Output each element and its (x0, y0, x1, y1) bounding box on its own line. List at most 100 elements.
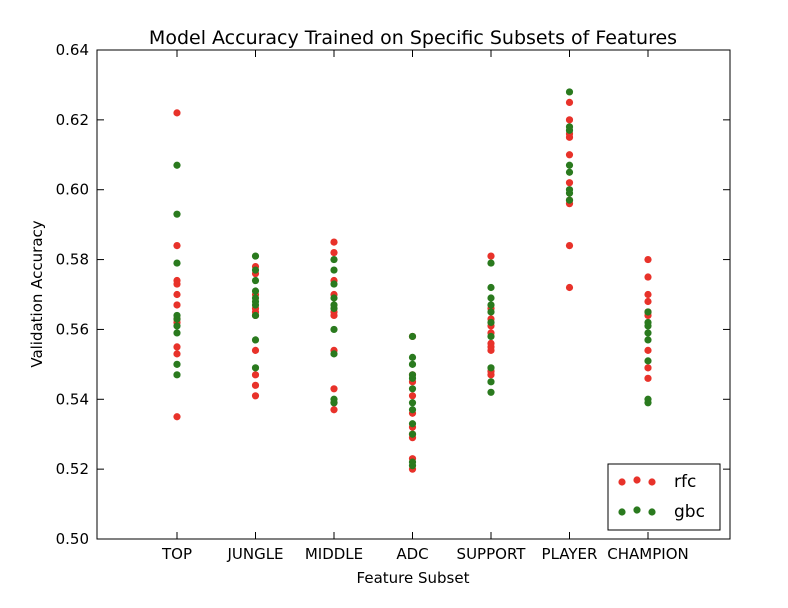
plot-frame (96, 49, 731, 540)
legend-label-gbc: gbc (674, 502, 705, 522)
gbc-point (487, 259, 495, 267)
rfc-point (565, 283, 574, 292)
gbc-point (330, 255, 338, 264)
gbc-point (251, 364, 260, 372)
gbc-point (251, 301, 260, 309)
y-tick-label: 0.60 (56, 181, 89, 199)
rfc-point (173, 350, 181, 358)
gbc-point (644, 357, 652, 365)
gbc-point (173, 322, 181, 330)
rfc-point (644, 364, 652, 372)
legend-marker-rfc (618, 478, 626, 486)
rfc-point (565, 98, 574, 106)
gbc-point (487, 294, 495, 302)
rfc-point (408, 392, 417, 400)
rfc-point (644, 255, 652, 264)
x-tick-label: TOP (161, 545, 192, 563)
rfc-point (173, 280, 181, 288)
rfc-point (330, 311, 338, 320)
legend: rfc gbc (607, 463, 721, 531)
gbc-point (408, 360, 417, 368)
rfc-point (330, 385, 338, 393)
x-tick-label: MIDDLE (305, 545, 363, 563)
rfc-point (487, 346, 495, 354)
gbc-point (487, 318, 495, 327)
plot-area: 0.50 0.52 0.54 0.56 0.58 0.60 0.62 0.64 TOP JUNGL… (56, 41, 731, 563)
legend-marker-gbc (648, 508, 656, 516)
y-tick-label: 0.62 (56, 111, 89, 129)
gbc-point (173, 161, 181, 169)
gbc-point (644, 322, 652, 330)
gbc-point (251, 266, 260, 274)
rfc-point (173, 301, 181, 309)
gbc-point (487, 378, 495, 386)
y-tick-label: 0.52 (56, 460, 89, 478)
rfc-point (565, 151, 574, 159)
gbc-point (330, 350, 338, 358)
gbc-point (644, 308, 652, 316)
gbc-point (408, 385, 417, 393)
rfc-point (565, 116, 574, 124)
gbc-point (173, 360, 181, 368)
rfc-point (251, 381, 260, 389)
gbc-point (330, 294, 338, 302)
gbc-point (408, 430, 417, 438)
y-axis-label: Validation Accuracy (28, 220, 46, 367)
legend-marker-gbc (618, 508, 626, 516)
gbc-point (408, 406, 417, 414)
rfc-point (644, 374, 652, 382)
gbc-point (565, 189, 574, 197)
rfc-point (251, 346, 260, 354)
rfc-point (251, 392, 260, 400)
gbc-point (487, 388, 495, 396)
x-tick-label: CHAMPION (607, 545, 688, 563)
rfc-point (487, 371, 495, 379)
gbc-point (487, 364, 495, 372)
rfc-point (487, 252, 495, 260)
rfc-point (330, 238, 338, 246)
legend-marker-rfc (633, 476, 641, 484)
rfc-point (644, 273, 652, 281)
gbc-point (251, 252, 260, 260)
gbc-point (251, 311, 260, 320)
gbc-point (644, 329, 652, 337)
rfc-point (330, 406, 338, 414)
gbc-point (173, 371, 181, 379)
rfc-point (173, 413, 181, 421)
y-tick-label: 0.64 (56, 41, 89, 59)
rfc-point (251, 371, 260, 379)
gbc-point (408, 374, 417, 382)
rfc-point (330, 248, 338, 257)
rfc-point (565, 242, 574, 250)
gbc-point (565, 88, 574, 96)
x-axis-label: Feature Subset (357, 569, 470, 587)
gbc-point (565, 161, 574, 169)
gbc-point (408, 462, 417, 470)
legend-marker-gbc (633, 506, 641, 514)
gbc-point (408, 353, 417, 361)
rfc-point (644, 297, 652, 306)
gbc-point (408, 399, 417, 407)
gbc-point (330, 325, 338, 334)
chart-title: Model Accuracy Trained on Specific Subse… (149, 27, 677, 49)
rfc-point (173, 242, 181, 250)
rfc-point (644, 346, 652, 354)
gbc-point (330, 399, 338, 407)
y-tick-label: 0.54 (56, 390, 89, 408)
gbc-point (565, 126, 574, 134)
gbc-point (251, 276, 260, 285)
y-tick-label: 0.50 (56, 530, 89, 548)
gbc-point (487, 332, 495, 341)
gbc-point (644, 336, 652, 344)
gbc-point (330, 266, 338, 274)
legend-marker-rfc (648, 478, 656, 486)
rfc-point (565, 179, 574, 187)
gbc-point (251, 336, 260, 344)
gbc-point (487, 308, 495, 316)
rfc-point (173, 109, 181, 117)
series-rfc (173, 98, 652, 473)
rfc-point (173, 290, 181, 299)
gbc-point (173, 259, 181, 267)
gbc-point (330, 280, 338, 288)
